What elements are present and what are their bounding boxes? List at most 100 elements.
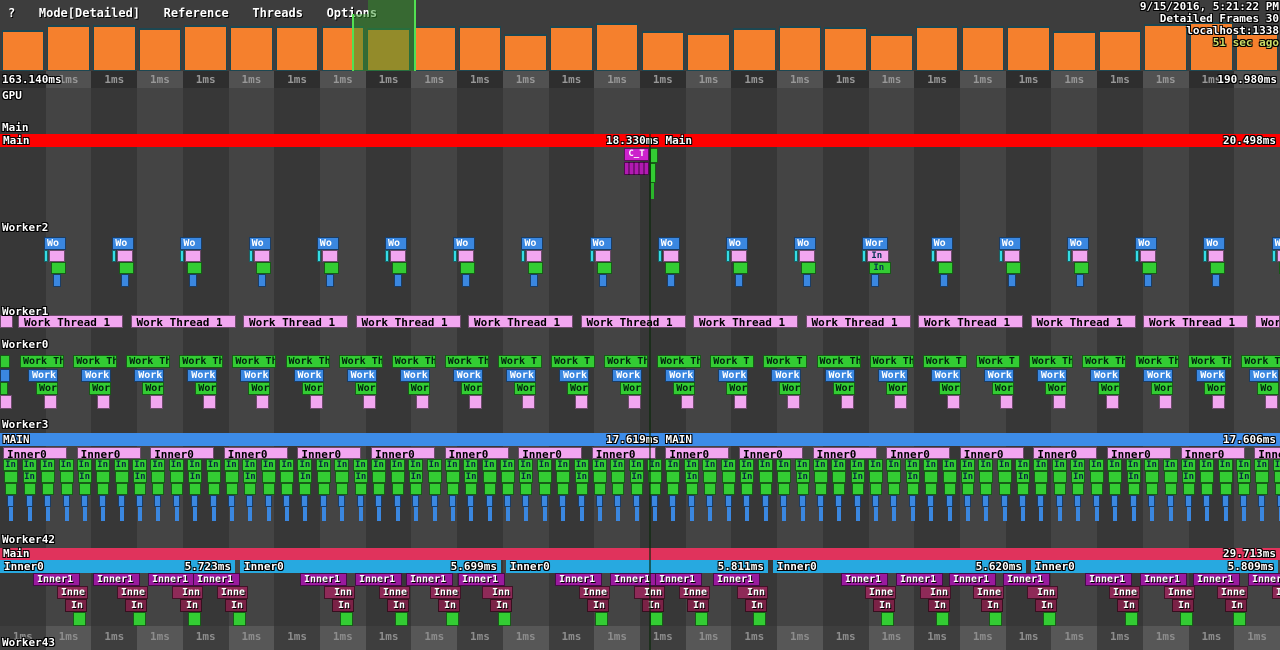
frame-bar[interactable] bbox=[458, 26, 502, 71]
worker3-leaf-r2[interactable]: In bbox=[298, 471, 313, 483]
worker3-leaf-r2[interactable]: In bbox=[1237, 471, 1252, 483]
frame-bar[interactable] bbox=[824, 27, 868, 71]
worker3-leaf-r2[interactable] bbox=[942, 471, 957, 483]
main-frame-bar[interactable]: Main 18.330ms Main 20.498ms bbox=[0, 134, 1280, 147]
worker3-leaf-r5[interactable] bbox=[1150, 507, 1154, 521]
worker3-leaf-r5[interactable] bbox=[432, 507, 437, 521]
worker0-task-l2[interactable]: Work bbox=[771, 369, 802, 382]
worker0-task-l2[interactable]: Work bbox=[346, 369, 377, 382]
worker3-leaf-r5[interactable] bbox=[450, 507, 455, 521]
worker3-leaf-r2[interactable] bbox=[316, 471, 331, 483]
worker42-inner2-bar[interactable]: Inne bbox=[379, 586, 410, 599]
worker42-inner3-bar[interactable]: In bbox=[928, 599, 950, 612]
worker3-leaf-r2[interactable] bbox=[206, 471, 221, 483]
worker2-task-blue[interactable] bbox=[666, 274, 675, 287]
worker3-leaf-r5[interactable] bbox=[634, 507, 639, 521]
worker3-leaf-r4[interactable] bbox=[1000, 495, 1008, 507]
frame-bar[interactable] bbox=[1, 30, 45, 71]
worker3-leaf-r5[interactable] bbox=[800, 507, 805, 521]
worker0-task-header[interactable]: Work Th bbox=[1188, 355, 1233, 368]
worker2-task-pink[interactable] bbox=[1072, 250, 1088, 262]
worker2-task-blue[interactable] bbox=[1212, 274, 1221, 287]
worker3-leaf-r2[interactable] bbox=[592, 471, 607, 483]
worker42-leaf-green[interactable] bbox=[1043, 612, 1056, 626]
worker3-leaf-r2[interactable] bbox=[59, 471, 74, 483]
worker3-leaf-r2[interactable] bbox=[169, 471, 184, 483]
worker42-leaf-green[interactable] bbox=[498, 612, 511, 626]
worker3-leaf-r1[interactable]: In bbox=[1180, 459, 1196, 471]
frame-bar[interactable] bbox=[687, 33, 730, 71]
worker3-leaf-r3[interactable] bbox=[336, 483, 349, 495]
worker3-leaf-r3[interactable] bbox=[1182, 483, 1195, 495]
worker1-task-bar[interactable]: Work Thread 1 bbox=[1143, 315, 1248, 328]
worker42-inner2-bar[interactable]: Inn bbox=[737, 586, 768, 599]
worker3-leaf-r1[interactable]: In bbox=[481, 459, 497, 471]
worker2-task-blue[interactable] bbox=[325, 274, 334, 287]
worker42-inner2-bar[interactable]: Inn bbox=[172, 586, 203, 599]
worker2-task-pink[interactable] bbox=[799, 250, 816, 262]
worker3-leaf-r5[interactable] bbox=[671, 507, 676, 521]
worker0-task-header[interactable]: Work T bbox=[763, 355, 808, 368]
worker3-leaf-r4[interactable] bbox=[1166, 495, 1174, 507]
worker3-leaf-r3[interactable] bbox=[373, 483, 385, 495]
worker3-leaf-r2[interactable]: In bbox=[1126, 471, 1141, 483]
worker3-group-bar[interactable]: Inner0 bbox=[3, 447, 67, 459]
worker3-leaf-r5[interactable] bbox=[561, 507, 566, 521]
worker0-task-header[interactable]: Work Th bbox=[657, 355, 702, 368]
worker0-task-l2[interactable]: Work bbox=[1036, 369, 1067, 382]
worker3-leaf-r3[interactable] bbox=[520, 483, 533, 495]
selection-handle-left[interactable] bbox=[351, 14, 354, 71]
worker3-leaf-r4[interactable] bbox=[1092, 495, 1100, 507]
worker0-task-l4[interactable] bbox=[0, 395, 12, 409]
worker0-task-l4[interactable] bbox=[203, 395, 217, 409]
worker0-task-header[interactable]: Work T bbox=[975, 355, 1020, 368]
worker2-task-pink[interactable] bbox=[935, 250, 952, 262]
worker2-task-header[interactable]: Wo bbox=[112, 237, 135, 250]
worker0-task-header[interactable]: Work T bbox=[497, 355, 542, 368]
worker42-leaf-green[interactable] bbox=[595, 612, 608, 626]
worker2-task-blue[interactable] bbox=[257, 274, 266, 287]
worker42-inner1-bar[interactable]: Inner1 bbox=[406, 573, 453, 586]
worker42-inner2-bar[interactable]: Inne bbox=[1217, 586, 1248, 599]
worker0-task-header[interactable]: Work Th bbox=[232, 355, 277, 368]
worker3-leaf-r1[interactable]: In bbox=[371, 459, 386, 471]
worker3-leaf-r3[interactable] bbox=[1146, 483, 1158, 495]
worker42-inner2-bar[interactable]: Inne bbox=[57, 586, 88, 599]
worker3-leaf-r2[interactable] bbox=[556, 471, 571, 483]
worker3-leaf-r1[interactable]: In bbox=[1015, 459, 1031, 471]
worker42-inner1-bar[interactable]: Inner1 bbox=[841, 573, 888, 586]
worker3-leaf-r1[interactable]: In bbox=[150, 459, 166, 471]
worker2-task-header[interactable]: Wo bbox=[1135, 237, 1158, 250]
worker3-leaf-r5[interactable] bbox=[726, 507, 731, 521]
worker3-leaf-r4[interactable] bbox=[540, 495, 548, 507]
worker3-group-bar[interactable]: Inner0 bbox=[76, 447, 141, 459]
worker42-inner2-bar[interactable]: Inne bbox=[1109, 586, 1140, 599]
worker1-task-bar[interactable]: Work Thread 1 bbox=[243, 315, 348, 328]
worker3-group-bar[interactable]: Inner0 bbox=[665, 447, 730, 459]
worker42-leaf-green[interactable] bbox=[650, 612, 663, 626]
worker42-leaf-green[interactable] bbox=[989, 612, 1002, 626]
worker3-leaf-r5[interactable] bbox=[101, 507, 106, 521]
worker1-task-bar[interactable]: Work Thread 1 bbox=[468, 315, 573, 328]
worker3-leaf-r3[interactable] bbox=[244, 483, 257, 495]
worker42-leaf-green[interactable] bbox=[881, 612, 894, 626]
worker42-inner3-bar[interactable]: In bbox=[1225, 599, 1247, 612]
worker3-leaf-r2[interactable] bbox=[445, 471, 460, 483]
worker2-task-green[interactable] bbox=[255, 262, 271, 274]
worker0-task-l3[interactable]: Wor bbox=[460, 382, 483, 395]
worker3-leaf-r2[interactable] bbox=[427, 471, 442, 483]
worker3-leaf-r4[interactable] bbox=[467, 495, 475, 507]
worker3-leaf-r1[interactable]: In bbox=[702, 459, 718, 471]
worker3-leaf-r1[interactable]: In bbox=[720, 459, 736, 471]
worker42-main-bar[interactable]: Main 29.713ms bbox=[0, 548, 1280, 560]
worker3-leaf-r1[interactable]: In bbox=[334, 459, 350, 471]
worker42-leaf-green[interactable] bbox=[133, 612, 146, 626]
worker0-task-l2[interactable]: Work bbox=[1196, 369, 1227, 382]
worker3-leaf-r2[interactable] bbox=[611, 471, 626, 483]
worker3-group-bar[interactable]: Inner0 bbox=[518, 447, 583, 459]
worker3-leaf-r4[interactable] bbox=[872, 495, 880, 507]
worker3-leaf-r1[interactable]: In bbox=[408, 459, 423, 471]
worker3-leaf-r2[interactable] bbox=[924, 471, 939, 483]
worker3-leaf-r1[interactable]: In bbox=[1144, 459, 1159, 471]
worker3-leaf-r4[interactable] bbox=[1055, 495, 1063, 507]
